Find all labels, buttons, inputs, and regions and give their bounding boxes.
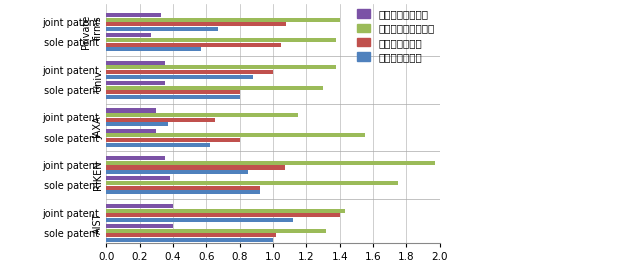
Bar: [106, 176, 170, 180]
Bar: [106, 213, 340, 217]
Bar: [106, 186, 260, 190]
Bar: [106, 81, 165, 85]
Bar: [106, 86, 323, 90]
Legend: ジェネラリティー, ファミリー・サイズ, 審査官前方引用, 発明者前方引用: ジェネラリティー, ファミリー・サイズ, 審査官前方引用, 発明者前方引用: [357, 9, 435, 62]
Bar: [106, 109, 156, 113]
Bar: [106, 95, 240, 99]
Bar: [106, 156, 165, 160]
Bar: [106, 122, 168, 126]
Bar: [106, 209, 345, 213]
Bar: [106, 27, 218, 31]
Bar: [106, 181, 398, 185]
Text: JAXA: JAXA: [93, 116, 103, 139]
Bar: [106, 18, 340, 22]
Bar: [106, 161, 435, 165]
Bar: [106, 113, 298, 117]
Bar: [106, 65, 337, 69]
Bar: [106, 90, 240, 94]
Bar: [106, 204, 173, 208]
Bar: [106, 238, 273, 242]
Bar: [106, 133, 365, 137]
Bar: [106, 170, 248, 174]
Bar: [106, 138, 240, 142]
Bar: [106, 13, 161, 17]
Bar: [106, 165, 284, 169]
Bar: [106, 224, 173, 228]
Bar: [106, 118, 215, 122]
Bar: [106, 22, 286, 26]
Text: Private
firms: Private firms: [82, 15, 103, 49]
Bar: [106, 61, 165, 65]
Text: Univ.: Univ.: [93, 68, 103, 92]
Bar: [106, 33, 151, 37]
Bar: [106, 70, 273, 74]
Bar: [106, 75, 253, 79]
Bar: [106, 47, 202, 51]
Text: AIST: AIST: [93, 212, 103, 234]
Bar: [106, 229, 327, 233]
Bar: [106, 218, 293, 222]
Bar: [106, 233, 276, 238]
Bar: [106, 38, 337, 42]
Bar: [106, 129, 156, 133]
Text: RIKEN: RIKEN: [93, 160, 103, 190]
Bar: [106, 43, 281, 47]
Bar: [106, 143, 210, 147]
Bar: [106, 190, 260, 194]
